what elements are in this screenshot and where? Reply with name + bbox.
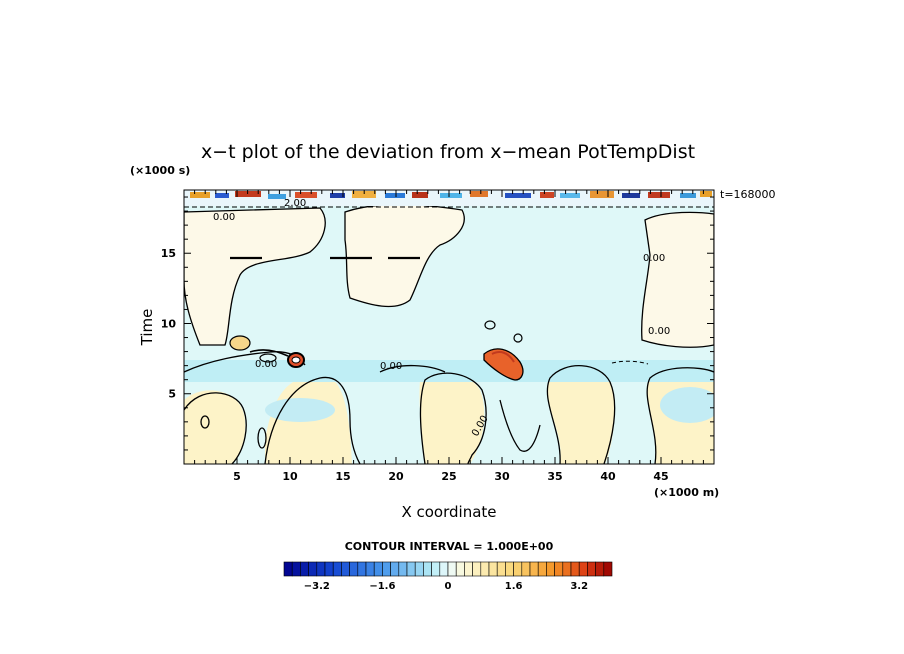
colorbar-cell [324,561,334,577]
y-tick-label: 10 [161,317,177,330]
x-tick-label: 40 [600,470,616,483]
y-tick-label: 5 [168,388,176,401]
colorbar-cell [554,561,564,577]
contour-label: 2.00 [284,198,306,209]
colorbar-cell [480,561,490,577]
upper-left-patch [184,207,326,346]
colorbar-cell [472,561,482,577]
colorbar-cell [578,561,588,577]
colorbar-cell [423,561,432,577]
cool-patch [660,387,714,423]
colorbar-cell [546,561,555,577]
colorbar-cell [382,561,391,577]
colorbar-cell [349,561,359,577]
x-tick-label: 20 [388,470,404,483]
colorbar-cell [529,561,539,577]
dashed-contour [611,360,649,365]
colorbar-cell [562,561,572,577]
contour-label: 0.00 [648,326,670,337]
x-axis-label: X coordinate [401,503,496,521]
colorbar-cell [488,561,498,577]
colorbar-cell [521,561,531,577]
x-axis-unit: (×1000 m) [654,486,719,499]
colorbar-cell [464,561,473,577]
colorbar-cell [505,561,514,577]
colorbar-cell [447,561,457,577]
x-tick-label: 35 [547,470,562,483]
colorbar-tick-label: 1.6 [505,581,523,592]
anomaly-cluster-left [229,335,305,368]
colorbar-cell [595,561,605,577]
colorbar-cell [291,561,301,577]
x-tick-label: 10 [282,470,298,483]
colorbar-cell [332,561,342,577]
contour-line [646,367,714,464]
anomaly-cluster-center [483,320,524,381]
contour-label: 0.00 [213,212,235,223]
colorbar-tick-label: −1.6 [369,581,395,592]
x-tick-label: 25 [441,470,456,483]
contour-line [264,376,361,464]
colorbar-cell [373,561,383,577]
time-label: t=168000 [720,188,776,201]
y-axis-unit: (×1000 s) [130,164,190,177]
colorbar-cell [431,561,441,577]
contour-line [546,365,616,464]
contour-line [419,372,487,464]
colorbar-cell [300,561,309,577]
chart-title: x−t plot of the deviation from x−mean Po… [201,141,695,163]
axis-ticks: 5 10 15 20 25 30 35 40 45 5 10 15 [161,190,714,483]
contour-interval-label: CONTOUR INTERVAL = 1.000E+00 [345,540,554,553]
contour-label: 0.00 [380,361,402,372]
x-tick-label: 45 [653,470,668,483]
warm-region-lower-left [184,390,246,464]
warm-region-lower-right [547,364,615,464]
contour-loop [200,415,210,429]
colorbar-tick-label: 0 [445,581,452,592]
colorbar-cell [398,561,408,577]
colorbar-cell [513,561,523,577]
warm-region-center [419,374,485,464]
contour-loop [257,427,267,449]
colorbar-tick-label: 3.2 [570,581,588,592]
contour-label: 0.00 [643,253,665,264]
colorbar-cell [537,561,547,577]
colorbar-cell [365,561,375,577]
top-noise-marks [190,191,712,199]
y-axis-label: Time [138,309,156,347]
colorbar-cell [455,561,465,577]
x-tick-label: 30 [494,470,510,483]
y-tick-label: 15 [161,247,176,260]
upper-right-patch [641,211,714,348]
colorbar-cell [603,561,613,577]
plot-area: 0.00 0.00 0.00 0.00 0.00 0.00 2.00 [184,190,714,464]
colorbar-cell [570,561,580,577]
x-tick-label: 5 [233,470,241,483]
colorbar-cell [496,561,506,577]
colorbar: −3.2 −1.6 0 1.6 3.2 [283,561,613,592]
contour-line [499,399,541,452]
colorbar-cell [439,561,449,577]
contour-line [184,392,247,464]
x-tick-label: 15 [335,470,350,483]
colorbar-cell [308,561,318,577]
colorbar-tick-label: −3.2 [304,581,330,592]
contour-label: 0.00 [255,359,277,370]
colorbar-cell [390,561,400,577]
colorbar-cell [341,561,350,577]
contour-line [379,364,446,373]
colorbar-cell [316,561,326,577]
cool-patch [265,398,335,422]
colorbar-cell [283,561,293,577]
colorbar-cell [587,561,596,577]
colorbar-cell [414,561,424,577]
colorbar-cell [406,561,416,577]
colorbar-cell [357,561,367,577]
